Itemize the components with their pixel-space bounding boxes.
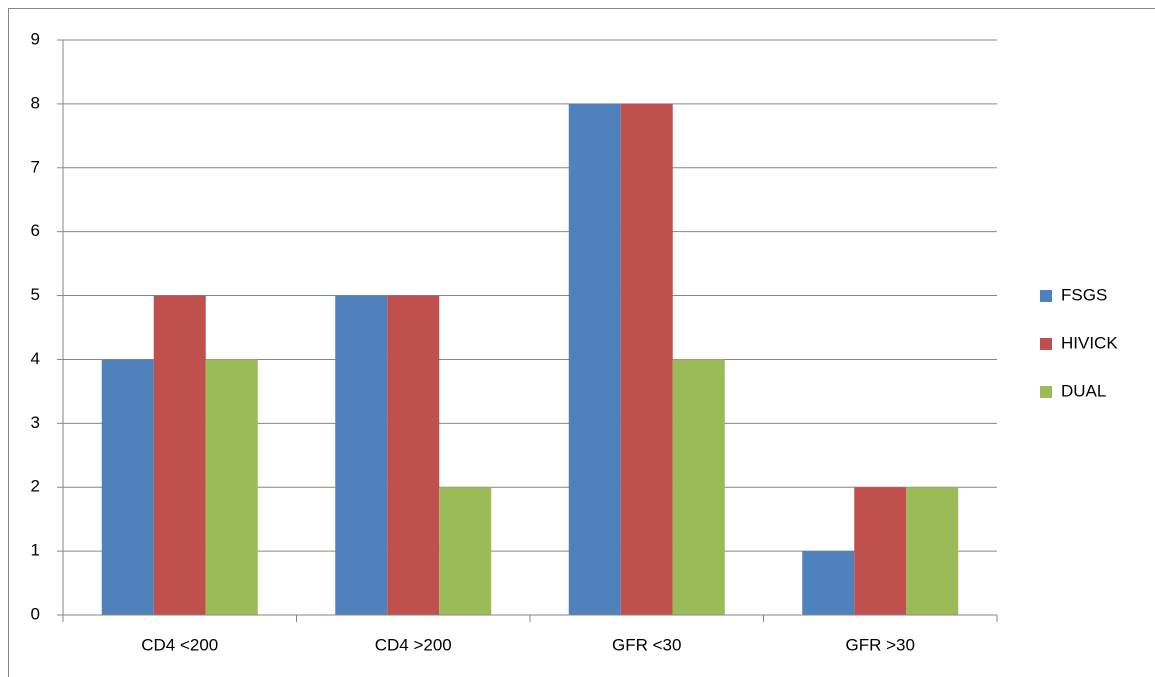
legend-swatch bbox=[1040, 338, 1052, 350]
bar bbox=[153, 295, 206, 615]
y-tick-label: 4 bbox=[31, 349, 40, 368]
bar bbox=[802, 551, 855, 615]
x-tick-label: GFR <30 bbox=[612, 635, 681, 654]
y-tick-label: 6 bbox=[31, 221, 40, 240]
y-tick-label: 0 bbox=[31, 604, 40, 623]
y-tick-label: 1 bbox=[31, 541, 40, 560]
bar bbox=[439, 487, 492, 615]
y-tick-label: 3 bbox=[31, 413, 40, 432]
bar bbox=[906, 487, 959, 615]
bar bbox=[205, 359, 258, 615]
legend-label: HIVICK bbox=[1061, 333, 1118, 352]
bar bbox=[854, 487, 907, 615]
legend-swatch bbox=[1040, 386, 1052, 398]
x-tick-label: CD4 >200 bbox=[375, 635, 452, 654]
bar bbox=[387, 295, 440, 615]
legend-label: FSGS bbox=[1061, 285, 1107, 304]
y-tick-label: 8 bbox=[31, 93, 40, 112]
y-tick-label: 2 bbox=[31, 477, 40, 496]
y-tick-label: 7 bbox=[31, 157, 40, 176]
y-tick-label: 5 bbox=[31, 285, 40, 304]
y-tick-label: 9 bbox=[31, 29, 40, 48]
bar bbox=[620, 103, 673, 615]
bar bbox=[672, 359, 725, 615]
legend-label: DUAL bbox=[1061, 381, 1106, 400]
bar bbox=[335, 295, 388, 615]
bar bbox=[101, 359, 154, 615]
x-tick-label: GFR >30 bbox=[846, 635, 915, 654]
x-tick-label: CD4 <200 bbox=[141, 635, 218, 654]
legend-swatch bbox=[1040, 290, 1052, 302]
bar bbox=[568, 103, 621, 615]
